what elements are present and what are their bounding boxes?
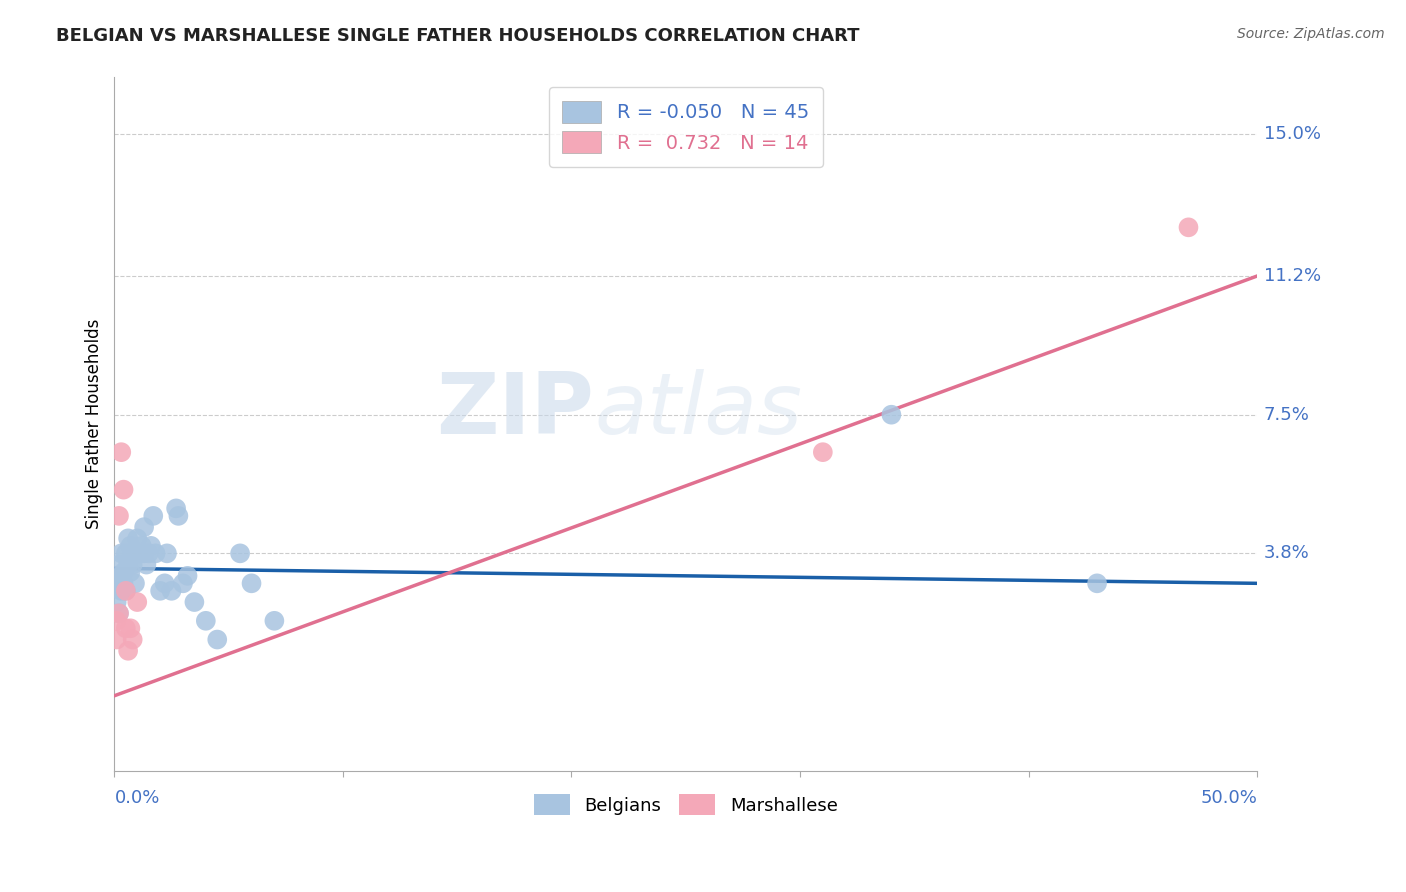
Point [127, 595, 149, 609]
Point [117, 532, 139, 546]
Point [156, 546, 179, 560]
Text: BELGIAN VS MARSHALLESE SINGLE FATHER HOUSEHOLDS CORRELATION CHART: BELGIAN VS MARSHALLESE SINGLE FATHER HOU… [56, 27, 859, 45]
Point [127, 546, 149, 560]
Point [108, 607, 131, 621]
Point [115, 546, 138, 560]
Point [194, 614, 217, 628]
Y-axis label: Single Father Households: Single Father Households [86, 318, 103, 529]
Point [811, 445, 834, 459]
Text: 0.0%: 0.0% [114, 789, 160, 807]
Text: Source: ZipAtlas.com: Source: ZipAtlas.com [1237, 27, 1385, 41]
Point [112, 565, 135, 579]
Text: 7.5%: 7.5% [1264, 406, 1310, 424]
Point [120, 565, 142, 579]
Point [105, 632, 128, 647]
Point [160, 583, 183, 598]
Point [167, 508, 190, 523]
Point [229, 546, 252, 560]
Point [108, 607, 131, 621]
Point [135, 558, 157, 572]
Text: ZIP: ZIP [437, 368, 595, 451]
Point [121, 632, 143, 647]
Point [121, 558, 143, 572]
Point [121, 546, 143, 560]
Point [110, 546, 132, 560]
Point [110, 583, 132, 598]
Point [115, 583, 138, 598]
Point [117, 644, 139, 658]
Point [108, 558, 131, 572]
Point [880, 408, 903, 422]
Point [120, 621, 142, 635]
Point [139, 539, 162, 553]
Point [142, 508, 165, 523]
Text: 11.2%: 11.2% [1264, 267, 1322, 285]
Point [117, 558, 139, 572]
Point [108, 508, 131, 523]
Point [127, 532, 149, 546]
Point [207, 632, 229, 647]
Point [183, 595, 205, 609]
Point [149, 583, 172, 598]
Point [128, 546, 150, 560]
Point [240, 576, 263, 591]
Point [145, 546, 167, 560]
Point [165, 501, 187, 516]
Text: atlas: atlas [595, 368, 803, 451]
Point [124, 576, 146, 591]
Point [134, 546, 156, 560]
Point [1177, 220, 1199, 235]
Point [105, 595, 128, 609]
Legend: Belgians, Marshallese: Belgians, Marshallese [524, 785, 846, 824]
Text: 50.0%: 50.0% [1201, 789, 1257, 807]
Text: 3.8%: 3.8% [1264, 544, 1309, 562]
Point [120, 539, 142, 553]
Point [172, 576, 194, 591]
Point [110, 445, 132, 459]
Text: 15.0%: 15.0% [1264, 125, 1320, 143]
Point [138, 546, 160, 560]
Point [105, 576, 128, 591]
Point [112, 576, 135, 591]
Point [112, 483, 135, 497]
Point [176, 569, 198, 583]
Point [134, 520, 156, 534]
Point [1085, 576, 1108, 591]
Point [153, 576, 176, 591]
Point [263, 614, 285, 628]
Point [105, 614, 128, 628]
Point [110, 569, 132, 583]
Point [115, 583, 138, 598]
Point [131, 539, 153, 553]
Point [115, 621, 138, 635]
